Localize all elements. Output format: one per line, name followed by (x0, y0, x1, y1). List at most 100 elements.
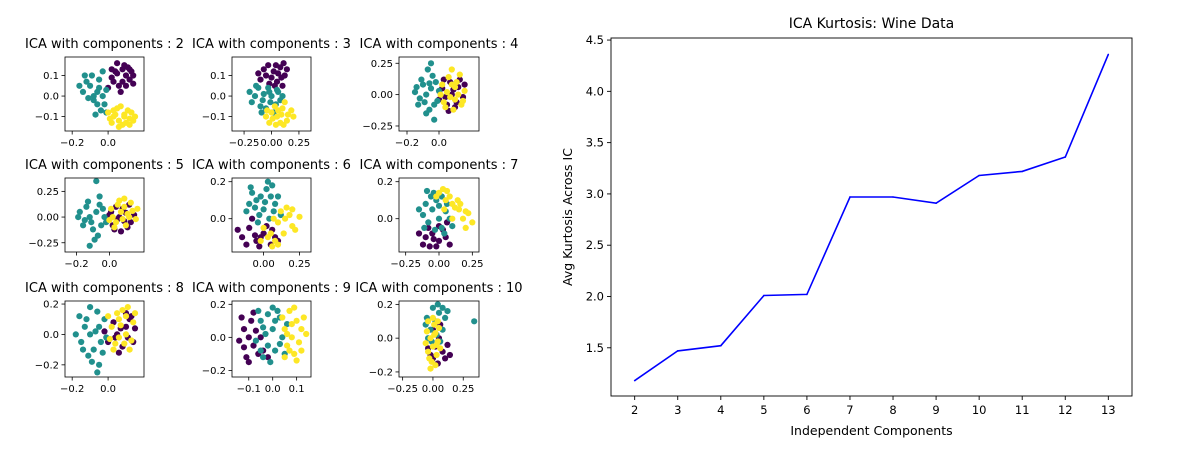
scatter-point (106, 335, 113, 343)
scatter-point (122, 222, 129, 229)
data-point (849, 196, 851, 198)
scatter-point (265, 62, 272, 69)
scatter-point (288, 107, 295, 114)
scatter-point (97, 338, 104, 346)
scatter-point (81, 72, 88, 79)
scatter-point (130, 319, 137, 326)
scatter-point (449, 215, 456, 222)
scatter-point (274, 219, 282, 226)
y-axis-label: Avg Kurtosis Across IC (560, 148, 575, 286)
scatter-point (83, 316, 90, 323)
scatter-point (272, 317, 279, 324)
scatter-point (117, 322, 124, 329)
scatter-point (444, 308, 451, 315)
y-tick-label: 0.2 (377, 300, 393, 311)
scatter-point (459, 97, 467, 104)
x-tick-label: −0.25 (229, 138, 260, 149)
scatter-point (253, 197, 260, 204)
scatter-point (117, 88, 124, 95)
data-point (720, 344, 722, 347)
scatter-point (461, 87, 468, 94)
scatter-point (96, 76, 103, 83)
y-tick-label: 0.2 (210, 300, 226, 311)
panel-frame (231, 177, 312, 253)
scatter-point (269, 182, 276, 189)
scatter-point (272, 62, 279, 69)
x-tick-label: 0.00 (260, 138, 282, 149)
scatter-point (106, 115, 113, 122)
scatter-point (284, 342, 291, 349)
scatter-point (253, 82, 260, 89)
y-tick-label: 2.0 (586, 289, 604, 303)
scatter-point (276, 340, 283, 348)
scatter-point (446, 241, 453, 248)
scatter-point (269, 115, 276, 122)
panel-title: ICA with components : 9 (192, 281, 351, 296)
scatter-point (110, 346, 117, 353)
y-tick-label: 0.00 (37, 213, 59, 224)
scatter-point (265, 84, 272, 91)
scatter-point (115, 117, 122, 124)
x-tick-label: 0.0 (101, 259, 117, 270)
y-tick-label: 0.0 (377, 334, 393, 345)
data-point (633, 379, 636, 382)
scatter-point (246, 88, 253, 95)
y-tick-label: 0.2 (377, 177, 393, 188)
scatter-point (469, 219, 476, 226)
scatter-point (131, 310, 139, 317)
scatter-point (298, 347, 305, 354)
scatter-point (291, 350, 298, 357)
scatter-point (280, 60, 287, 67)
scatter-point (236, 337, 243, 344)
scatter-point (245, 334, 252, 341)
x-tick-label: −0.2 (64, 259, 88, 270)
scatter-point (97, 107, 104, 114)
scatter-point (251, 204, 259, 211)
scatter-point (251, 232, 259, 239)
y-tick-label: 0.0 (43, 92, 59, 103)
scatter-point (258, 109, 265, 116)
scatter-point (427, 60, 435, 67)
scatter-point (128, 337, 135, 344)
scatter-point (96, 323, 103, 330)
scatter-point (429, 72, 436, 79)
scatter-point (117, 208, 125, 215)
x-tick-label: 5 (760, 403, 767, 417)
x-tick-label: 12 (1058, 403, 1073, 417)
scatter-point (423, 91, 430, 98)
scatter-point (264, 178, 271, 185)
scatter-point (76, 313, 83, 320)
scatter-point (101, 328, 108, 335)
scatter-point (238, 314, 245, 321)
scatter-point (426, 243, 433, 250)
scatter-point (429, 314, 436, 321)
scatter-point (298, 326, 305, 333)
scatter-point (415, 230, 423, 237)
scatter-point (262, 330, 269, 338)
scatter-point (462, 224, 469, 231)
scatter-point (451, 204, 459, 211)
scatter-point (90, 346, 97, 353)
scatter-point (246, 200, 253, 207)
scatter-point (278, 111, 285, 118)
scatter-point (270, 215, 277, 222)
scatter-point (269, 326, 276, 333)
scatter-point (134, 205, 141, 212)
x-tick-label: −0.25 (390, 259, 421, 270)
scatter-point (106, 217, 113, 224)
scatter-point (234, 226, 241, 233)
scatter-point (263, 186, 270, 193)
scatter-point (87, 82, 94, 89)
scatter-point (119, 216, 126, 223)
scatter-point (471, 318, 478, 325)
y-tick-label: −0.25 (362, 121, 393, 132)
scatter-point (419, 241, 427, 248)
scatter-point (272, 121, 279, 128)
chart-title: ICA Kurtosis: Wine Data (789, 16, 955, 32)
scatter-panel-8: ICA with components : 8 −0.2 0.0 −0.2 0.0 0.2 (25, 281, 184, 395)
scatter-point (250, 309, 257, 316)
x-tick-label: 4 (717, 403, 724, 417)
scatter-point (101, 214, 108, 221)
scatter-point (96, 193, 103, 200)
scatter-point (300, 314, 307, 321)
